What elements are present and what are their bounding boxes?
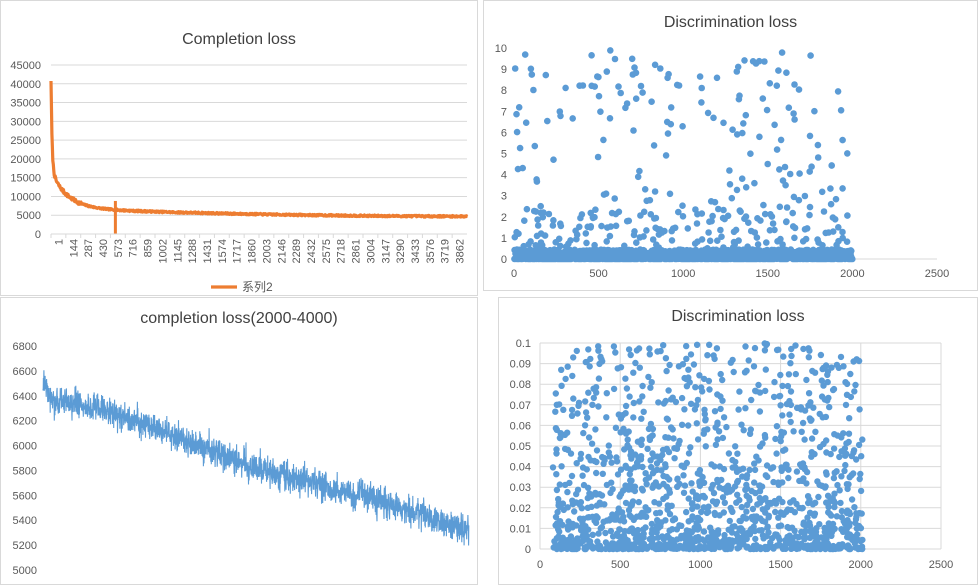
y-tick-label: 6400 <box>13 391 37 403</box>
x-tick-label: 1574 <box>217 239 229 263</box>
x-tick-label: 3433 <box>410 239 422 263</box>
x-tick-label: 500 <box>589 268 607 280</box>
discrimination-loss-zoom-plot: 0 0.01 0.02 0.03 0.04 0.05 0.06 0.07 0.08 0.09 0.1… <box>510 338 954 571</box>
scatter-points <box>511 47 856 263</box>
x-tick-label: 2146 <box>276 239 288 263</box>
y-tick-label: 0.08 <box>510 379 531 391</box>
x-tick-label: 3004 <box>365 239 377 263</box>
y-tick-label: 0.01 <box>510 523 531 535</box>
y-tick-label: 45000 <box>10 60 41 72</box>
completion-loss-chart: Completion loss 0 5000 10000 15000 20000 2500… <box>0 0 478 296</box>
scatter-points <box>549 340 866 553</box>
y-tick-label: 0.09 <box>510 359 531 371</box>
x-tick-label: 2718 <box>336 239 348 263</box>
x-tick-label: 1431 <box>202 239 214 263</box>
x-tick-label: 1288 <box>187 239 199 263</box>
x-tick-label: 2575 <box>321 239 333 263</box>
y-tick-label: 30000 <box>10 116 41 128</box>
x-tick-label: 3862 <box>455 239 467 263</box>
y-tick-label: 6 <box>501 127 507 139</box>
x-tick-label: 2861 <box>351 239 363 263</box>
y-tick-label: 0 <box>501 254 507 266</box>
chart-title: Discrimination loss <box>671 308 805 325</box>
x-tick-label: 500 <box>611 559 629 571</box>
x-tick-label: 0 <box>537 559 543 571</box>
y-tick-label: 6800 <box>13 341 37 353</box>
y-tick-label: 5800 <box>13 465 37 477</box>
y-tick-label: 20000 <box>10 154 41 166</box>
y-tick-label: 6000 <box>13 441 37 453</box>
series-line-系列2 <box>49 80 469 219</box>
x-tick-label: 430 <box>98 239 110 257</box>
y-tick-label: 40000 <box>10 79 41 91</box>
completion-loss-plot: 0 5000 10000 15000 20000 25000 30000 35000 40000… <box>10 60 469 294</box>
x-tick-label: 1000 <box>688 559 712 571</box>
y-tick-label: 5000 <box>17 210 41 222</box>
y-tick-label: 6600 <box>13 366 37 378</box>
x-tick-label: 1500 <box>756 268 780 280</box>
y-tick-label: 25000 <box>10 135 41 147</box>
x-tick-label: 3290 <box>395 239 407 263</box>
x-tick-label: 144 <box>68 239 80 257</box>
y-tick-label: 5400 <box>13 515 37 527</box>
completion-loss-2000-4000-chart: completion loss(2000-4000) 5000 5200 5400 5… <box>0 297 478 585</box>
y-tick-label: 0 <box>525 544 531 556</box>
x-tick-label: 1860 <box>247 239 259 263</box>
x-tick-label: 3719 <box>440 239 452 263</box>
x-tick-label: 0 <box>511 268 517 280</box>
y-tick-label: 2 <box>501 212 507 224</box>
x-tick-label: 2003 <box>261 239 273 263</box>
x-tick-label: 573 <box>113 239 125 257</box>
y-tick-label: 0.07 <box>510 400 531 412</box>
x-tick-label: 2500 <box>929 559 953 571</box>
x-tick-label: 2000 <box>840 268 864 280</box>
y-tick-label: 35000 <box>10 98 41 110</box>
x-tick-label: 2289 <box>291 239 303 263</box>
y-tick-label: 5 <box>501 149 507 161</box>
x-tick-label: 3576 <box>425 239 437 263</box>
chart-title: completion loss(2000-4000) <box>140 310 338 327</box>
y-tick-label: 8 <box>501 85 507 97</box>
y-tick-label: 7 <box>501 106 507 118</box>
chart-title: Discrimination loss <box>663 14 798 31</box>
x-tick-label: 1000 <box>671 268 695 280</box>
y-tick-label: 0.02 <box>510 503 531 515</box>
y-tick-label: 15000 <box>10 173 41 185</box>
y-tick-label: 0.04 <box>510 462 531 474</box>
y-tick-label: 3 <box>501 191 507 203</box>
y-tick-label: 5000 <box>13 565 37 577</box>
y-tick-label: 9 <box>501 64 507 76</box>
x-tick-label: 1145 <box>172 239 184 263</box>
x-tick-label: 1 <box>53 239 65 245</box>
discrimination-loss-plot: 0 1 2 3 4 5 6 7 8 9 10 0 500 1000 1500 2000 2500 <box>495 43 949 280</box>
discrimination-loss-zoom-chart: Discrimination loss 0 0.01 0.02 0.03 0.04 0.0… <box>498 297 978 585</box>
x-tick-label: 2432 <box>306 239 318 263</box>
y-tick-label: 10 <box>495 43 507 55</box>
x-tick-label: 859 <box>143 239 155 257</box>
y-tick-label: 5200 <box>13 540 37 552</box>
y-tick-label: 0.1 <box>516 338 531 350</box>
completion-loss-2000-4000-plot: 5000 5200 5400 5600 5800 6000 6200 6400 6600 6800 <box>13 341 470 577</box>
y-tick-label: 0.05 <box>510 441 531 453</box>
y-tick-label: 10000 <box>10 191 41 203</box>
x-tick-label: 287 <box>83 239 95 257</box>
discrimination-loss-chart: Discrimination loss 0 1 2 3 4 5 6 7 8 9 10 0 500 1000… <box>483 0 978 291</box>
x-tick-label: 1717 <box>232 239 244 263</box>
y-tick-label: 0.06 <box>510 420 531 432</box>
x-tick-label: 1500 <box>768 559 792 571</box>
y-tick-label: 4 <box>501 170 507 182</box>
legend-label: 系列2 <box>242 280 273 294</box>
x-tick-label: 3147 <box>380 239 392 263</box>
y-tick-label: 5600 <box>13 490 37 502</box>
x-tick-label: 2000 <box>849 559 873 571</box>
series-line <box>42 370 470 546</box>
chart-title: Completion loss <box>182 31 296 48</box>
x-tick-label: 2500 <box>925 268 949 280</box>
y-tick-label: 0.03 <box>510 482 531 494</box>
y-tick-label: 1 <box>501 233 507 245</box>
y-tick-label: 0 <box>35 229 41 241</box>
x-tick-label: 1002 <box>157 239 169 263</box>
y-tick-label: 6200 <box>13 416 37 428</box>
x-tick-label: 716 <box>128 239 140 257</box>
